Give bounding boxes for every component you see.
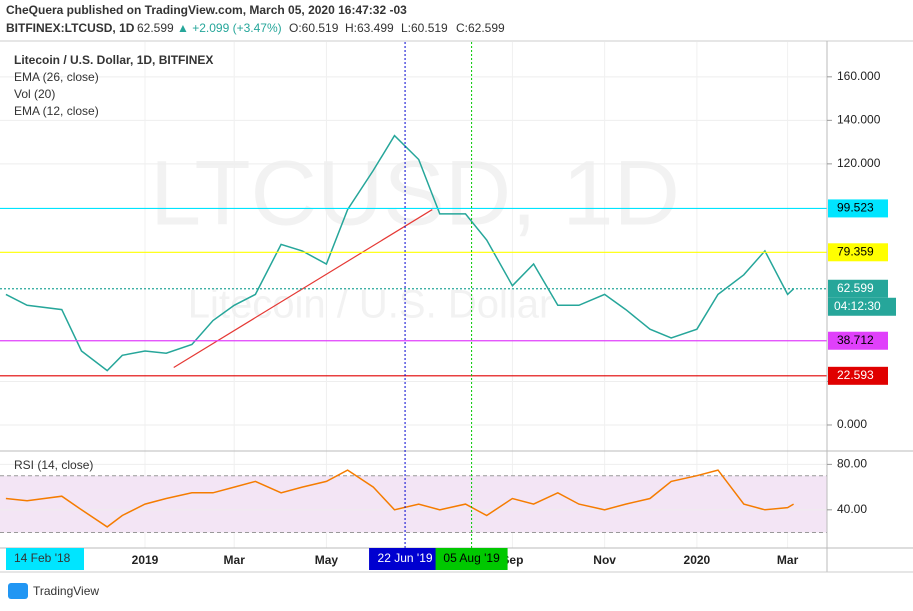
price-label-box — [828, 243, 888, 262]
legend-ema12: EMA (12, close) — [14, 104, 99, 118]
last: 62.599 — [137, 21, 174, 35]
y-tick-label: 0.000 — [837, 417, 867, 431]
close: C:62.599 — [456, 21, 505, 35]
y-tick-label: 140.000 — [837, 113, 881, 127]
date-label-box — [435, 548, 508, 570]
price-label-box — [828, 331, 888, 350]
y-tick-label: 40.00 — [837, 502, 867, 516]
y-tick-label: 80.00 — [837, 457, 867, 471]
legend-main: Litecoin / U.S. Dollar, 1D, BITFINEX — [14, 53, 213, 67]
crosshair-label: 14 Feb '18 — [14, 551, 71, 565]
rsi-title: RSI (14, close) — [14, 458, 93, 472]
date-label: 22 Jun '19 — [378, 551, 433, 565]
watermark: LTCUSD, 1D — [150, 142, 680, 244]
published: CheQuera published on TradingView.com, M… — [6, 3, 407, 17]
y-tick-label: 120.000 — [837, 156, 881, 170]
price-label: 79.359 — [837, 244, 874, 258]
x-tick-label: 2019 — [132, 553, 159, 567]
countdown-box — [828, 297, 896, 316]
footer: TradingView — [33, 584, 99, 598]
open: O:60.519 — [289, 21, 339, 35]
date-label-box — [369, 548, 442, 570]
price-line — [5, 134, 795, 372]
x-tick-label: Nov — [593, 553, 616, 567]
x-tick-label: Mar — [777, 553, 799, 567]
price-label: 99.523 — [837, 201, 874, 215]
watermark-sub: Litecoin / U.S. Dollar — [188, 283, 553, 327]
low: L:60.519 — [401, 21, 448, 35]
price-label-box — [828, 366, 888, 385]
x-tick-label: 2020 — [684, 553, 711, 567]
price-label-box — [828, 199, 888, 218]
x-tick-label: May — [315, 553, 339, 567]
price-label-box — [828, 279, 888, 298]
price-label: 22.593 — [837, 368, 874, 382]
countdown: 04:12:30 — [834, 299, 881, 313]
crosshair-box — [6, 548, 84, 570]
price-line — [5, 469, 794, 528]
y-tick-label: 160.000 — [837, 69, 881, 83]
price-label: 62.599 — [837, 281, 874, 295]
change: ▲ +2.099 (+3.47%) — [177, 21, 282, 35]
high: H:63.499 — [345, 21, 394, 35]
legend-ema26: EMA (26, close) — [14, 70, 99, 84]
legend-vol: Vol (20) — [14, 87, 55, 101]
date-label: 05 Aug '19 — [443, 551, 500, 565]
price-label: 38.712 — [837, 333, 874, 347]
symbol: BITFINEX:LTCUSD, 1D — [6, 21, 135, 35]
rsi-band — [0, 475, 827, 533]
logo — [8, 583, 28, 599]
x-tick-label: Mar — [224, 553, 246, 567]
